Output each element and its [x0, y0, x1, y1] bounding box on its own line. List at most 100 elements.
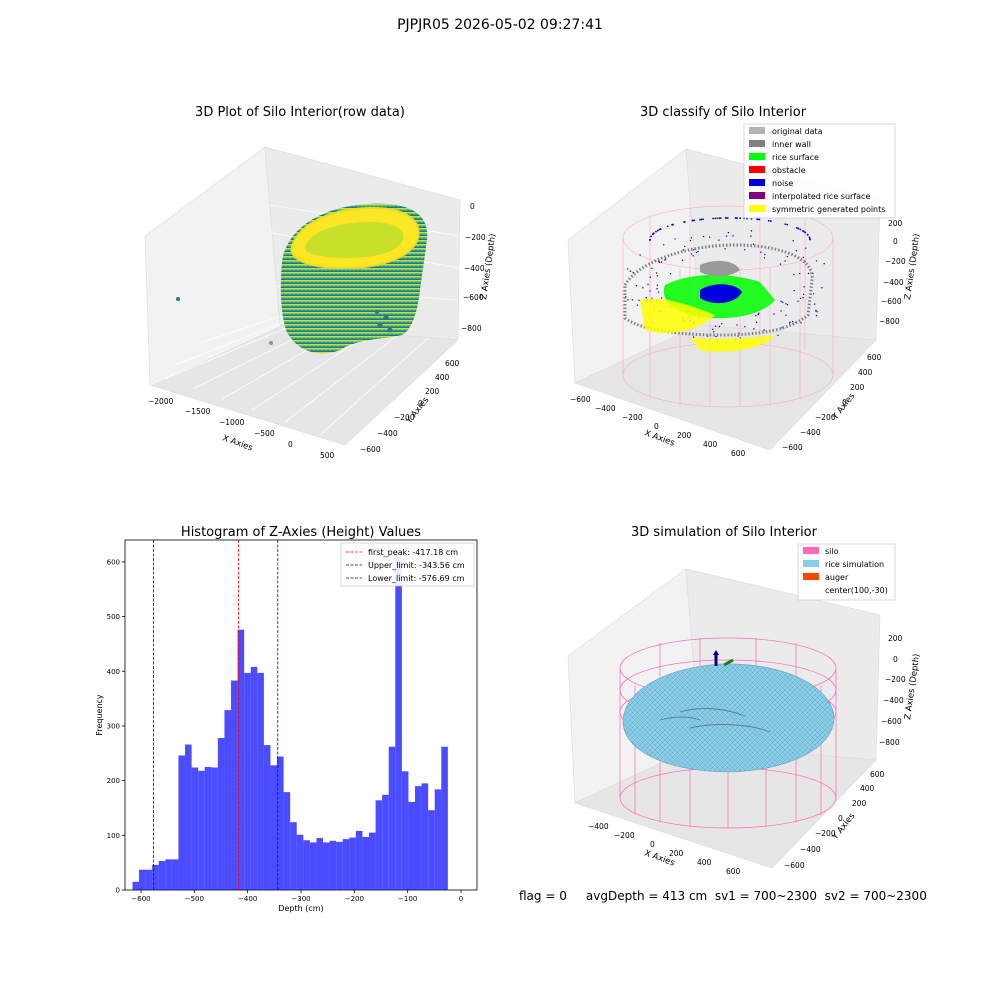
classify-z-tick: −600 [881, 297, 902, 306]
noise-cluster [700, 284, 742, 304]
noise-point [639, 254, 641, 256]
noise-point [691, 253, 693, 255]
histogram-bar [237, 629, 245, 890]
noise-point [656, 284, 659, 287]
noise-point [800, 322, 802, 324]
raw-y-tick: 600 [445, 359, 460, 368]
status-line: flag = 0 avgDepth = 413 cm sv1 = 700~230… [519, 889, 927, 903]
raw-y-ticks: −600 −400 −200 0 200 400 600 [360, 359, 460, 454]
classify-x-ticks: −600 −400 −200 0 200 400 600 [570, 395, 746, 458]
legend-label: silo [825, 547, 839, 556]
simulation-y-label: Y Axies [830, 811, 858, 843]
classify-y-tick: 400 [858, 368, 873, 377]
noise-point [736, 324, 738, 326]
histogram-bar [342, 839, 350, 890]
histogram-bar [290, 822, 297, 890]
noise-point [660, 297, 663, 299]
inner-wall-points [623, 243, 814, 337]
noise-point [674, 238, 676, 240]
histogram-bar [303, 840, 310, 890]
noise-point [781, 327, 783, 329]
raw-y-tick: 0 [418, 399, 423, 408]
noise-point [732, 235, 734, 237]
histogram-bar [191, 767, 199, 890]
histogram-bar [441, 746, 448, 890]
noise-point [769, 220, 772, 222]
classify-x-tick: −200 [622, 413, 643, 422]
histogram-bar [369, 832, 376, 890]
classify-y-tick: −200 [815, 413, 836, 422]
noise-point [658, 260, 660, 263]
noise-point [709, 236, 711, 238]
raw-y-tick: 200 [425, 387, 440, 396]
raw-y-tick: −400 [377, 429, 398, 438]
noise-point [659, 228, 662, 230]
auger-marker [713, 650, 734, 667]
noise-point [692, 336, 695, 338]
noise-point [664, 258, 667, 260]
noise-point [802, 230, 805, 233]
legend-label: Lower_limit: -576.69 cm [368, 574, 465, 583]
noise-point [693, 249, 695, 251]
noise-point [750, 235, 752, 237]
noise-point [626, 268, 629, 270]
histogram-bar [309, 842, 317, 890]
histogram-bar [204, 766, 212, 890]
histogram-bar [211, 767, 218, 890]
classify-z-tick: −200 [885, 257, 906, 266]
noise-point [718, 325, 721, 328]
noise-point [785, 303, 787, 305]
y-tick-label: 400 [107, 668, 120, 676]
noise-point [718, 239, 720, 241]
noise-point [808, 236, 811, 239]
legend-label: rice simulation [825, 560, 884, 569]
histogram-bar [336, 841, 343, 890]
noise-point [792, 240, 794, 242]
legend-swatch [749, 179, 765, 186]
histogram-bar [185, 744, 192, 890]
noise-point [789, 321, 791, 323]
histogram-bar [388, 746, 396, 890]
simulation-legend: silo rice simulation auger center(100,-30) [797, 543, 896, 601]
noise-point [655, 230, 657, 233]
legend-label: symmetric generated points [772, 205, 885, 214]
noise-point [664, 259, 666, 261]
raw-x-tick: 500 [320, 451, 335, 460]
noise-point [652, 233, 654, 235]
histogram-bar [178, 755, 186, 890]
simulation-x-tick: −400 [588, 822, 609, 831]
histogram-bar [277, 756, 284, 890]
classify-x-tick: −400 [595, 404, 616, 413]
raw-z-tick: −200 [465, 233, 486, 242]
legend-swatch [749, 205, 765, 212]
classify-z-label: Z Axies (Depth) [903, 233, 922, 300]
noise-point [780, 310, 782, 312]
noise-point [635, 285, 638, 287]
noise-point [714, 325, 717, 327]
simulation-z-tick: −400 [883, 696, 904, 705]
raw-y-tick: −200 [394, 413, 415, 422]
noise-point [823, 263, 825, 265]
raw-z-ticks: 0 −200 −400 −600 −800 [461, 202, 486, 333]
noise-point [649, 290, 651, 292]
simulation-z-tick: 200 [888, 634, 903, 643]
classify-x-tick: −600 [570, 395, 591, 404]
simulation-y-tick: 600 [870, 770, 885, 779]
noise-point [663, 244, 665, 246]
noise-point [689, 239, 692, 242]
raw-y-tick: −600 [360, 445, 381, 454]
noise-point [763, 329, 765, 331]
simulation-y-tick: 200 [852, 799, 867, 808]
noise-point [702, 218, 704, 221]
noise-point [797, 300, 799, 303]
noise-point [793, 289, 795, 292]
histogram-bar [231, 680, 238, 890]
simulation-z-ticks: 200 0 −200 −400 −600 −800 [879, 634, 906, 747]
noise-point [727, 231, 730, 234]
noise-point [743, 249, 746, 251]
simulation-y-tick: 0 [838, 814, 843, 823]
noise-point [802, 297, 804, 299]
noise-point [684, 245, 686, 248]
noise-point [764, 253, 766, 256]
noise-point [681, 259, 684, 262]
